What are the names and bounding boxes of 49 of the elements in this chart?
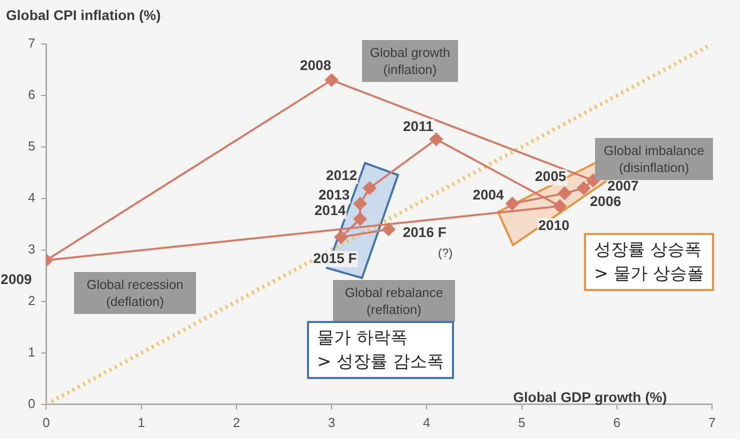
point: [382, 222, 396, 236]
x-tick-label: 5: [518, 414, 526, 430]
x-tick-label: 4: [423, 414, 430, 430]
y-axis-title: Global CPI inflation (%): [6, 6, 161, 23]
point: [558, 186, 572, 200]
point: [429, 132, 444, 146]
x-axis-title: Global GDP growth (%): [513, 388, 667, 405]
y-tick-label: 3: [28, 242, 36, 257]
annotation: 2011: [402, 118, 434, 134]
annotation: 2016 F: [402, 224, 447, 240]
y-tick-label: 6: [28, 87, 36, 102]
point: [362, 181, 377, 196]
point: [324, 73, 339, 88]
point: [334, 230, 348, 244]
y-tick-label: 2: [28, 293, 36, 308]
annotation: 2008: [300, 56, 332, 73]
point: [552, 199, 567, 214]
y-tick-label: 7: [28, 36, 36, 51]
annotation: 2014: [314, 202, 346, 218]
annotation: Global rebalance (reflation): [333, 280, 455, 322]
annotation: 2009: [0, 271, 32, 288]
point: [353, 196, 368, 211]
annotation: 2005: [535, 168, 566, 184]
y-tick-label: 1: [28, 344, 36, 360]
annotation: 2015 F: [313, 250, 358, 266]
x-tick-label: 0: [42, 414, 50, 430]
annotation: Global recession (deflation): [74, 272, 196, 314]
point: [576, 181, 591, 196]
x-tick-label: 6: [613, 414, 621, 430]
x-tick-label: 2: [232, 414, 240, 430]
annotation: 2007: [608, 177, 639, 194]
point: [353, 212, 368, 226]
annotation: 성장률 상승폭 > 물가 상승폴: [584, 233, 714, 291]
annotation: 2004: [472, 186, 504, 202]
x-tick-label: 3: [328, 414, 336, 430]
annotation: Global imbalance (disinflation): [604, 143, 704, 175]
annotation: 물가 하락폭 > 성장률 감소폭: [307, 321, 454, 379]
annotation: (?): [438, 246, 453, 260]
x-tick-label: 7: [708, 414, 716, 430]
annotation: 2006: [590, 193, 622, 210]
x-tick-label: 1: [138, 414, 145, 430]
annotation: 2013: [318, 186, 350, 202]
annotation: 2010: [538, 217, 570, 234]
annotation: 2012: [326, 167, 358, 184]
y-tick-label: 0: [28, 396, 36, 411]
y-tick-label: 5: [28, 138, 36, 154]
annotation: Global growth (inflation): [362, 40, 458, 82]
y-tick-label: 4: [28, 190, 36, 206]
point: [505, 196, 520, 211]
